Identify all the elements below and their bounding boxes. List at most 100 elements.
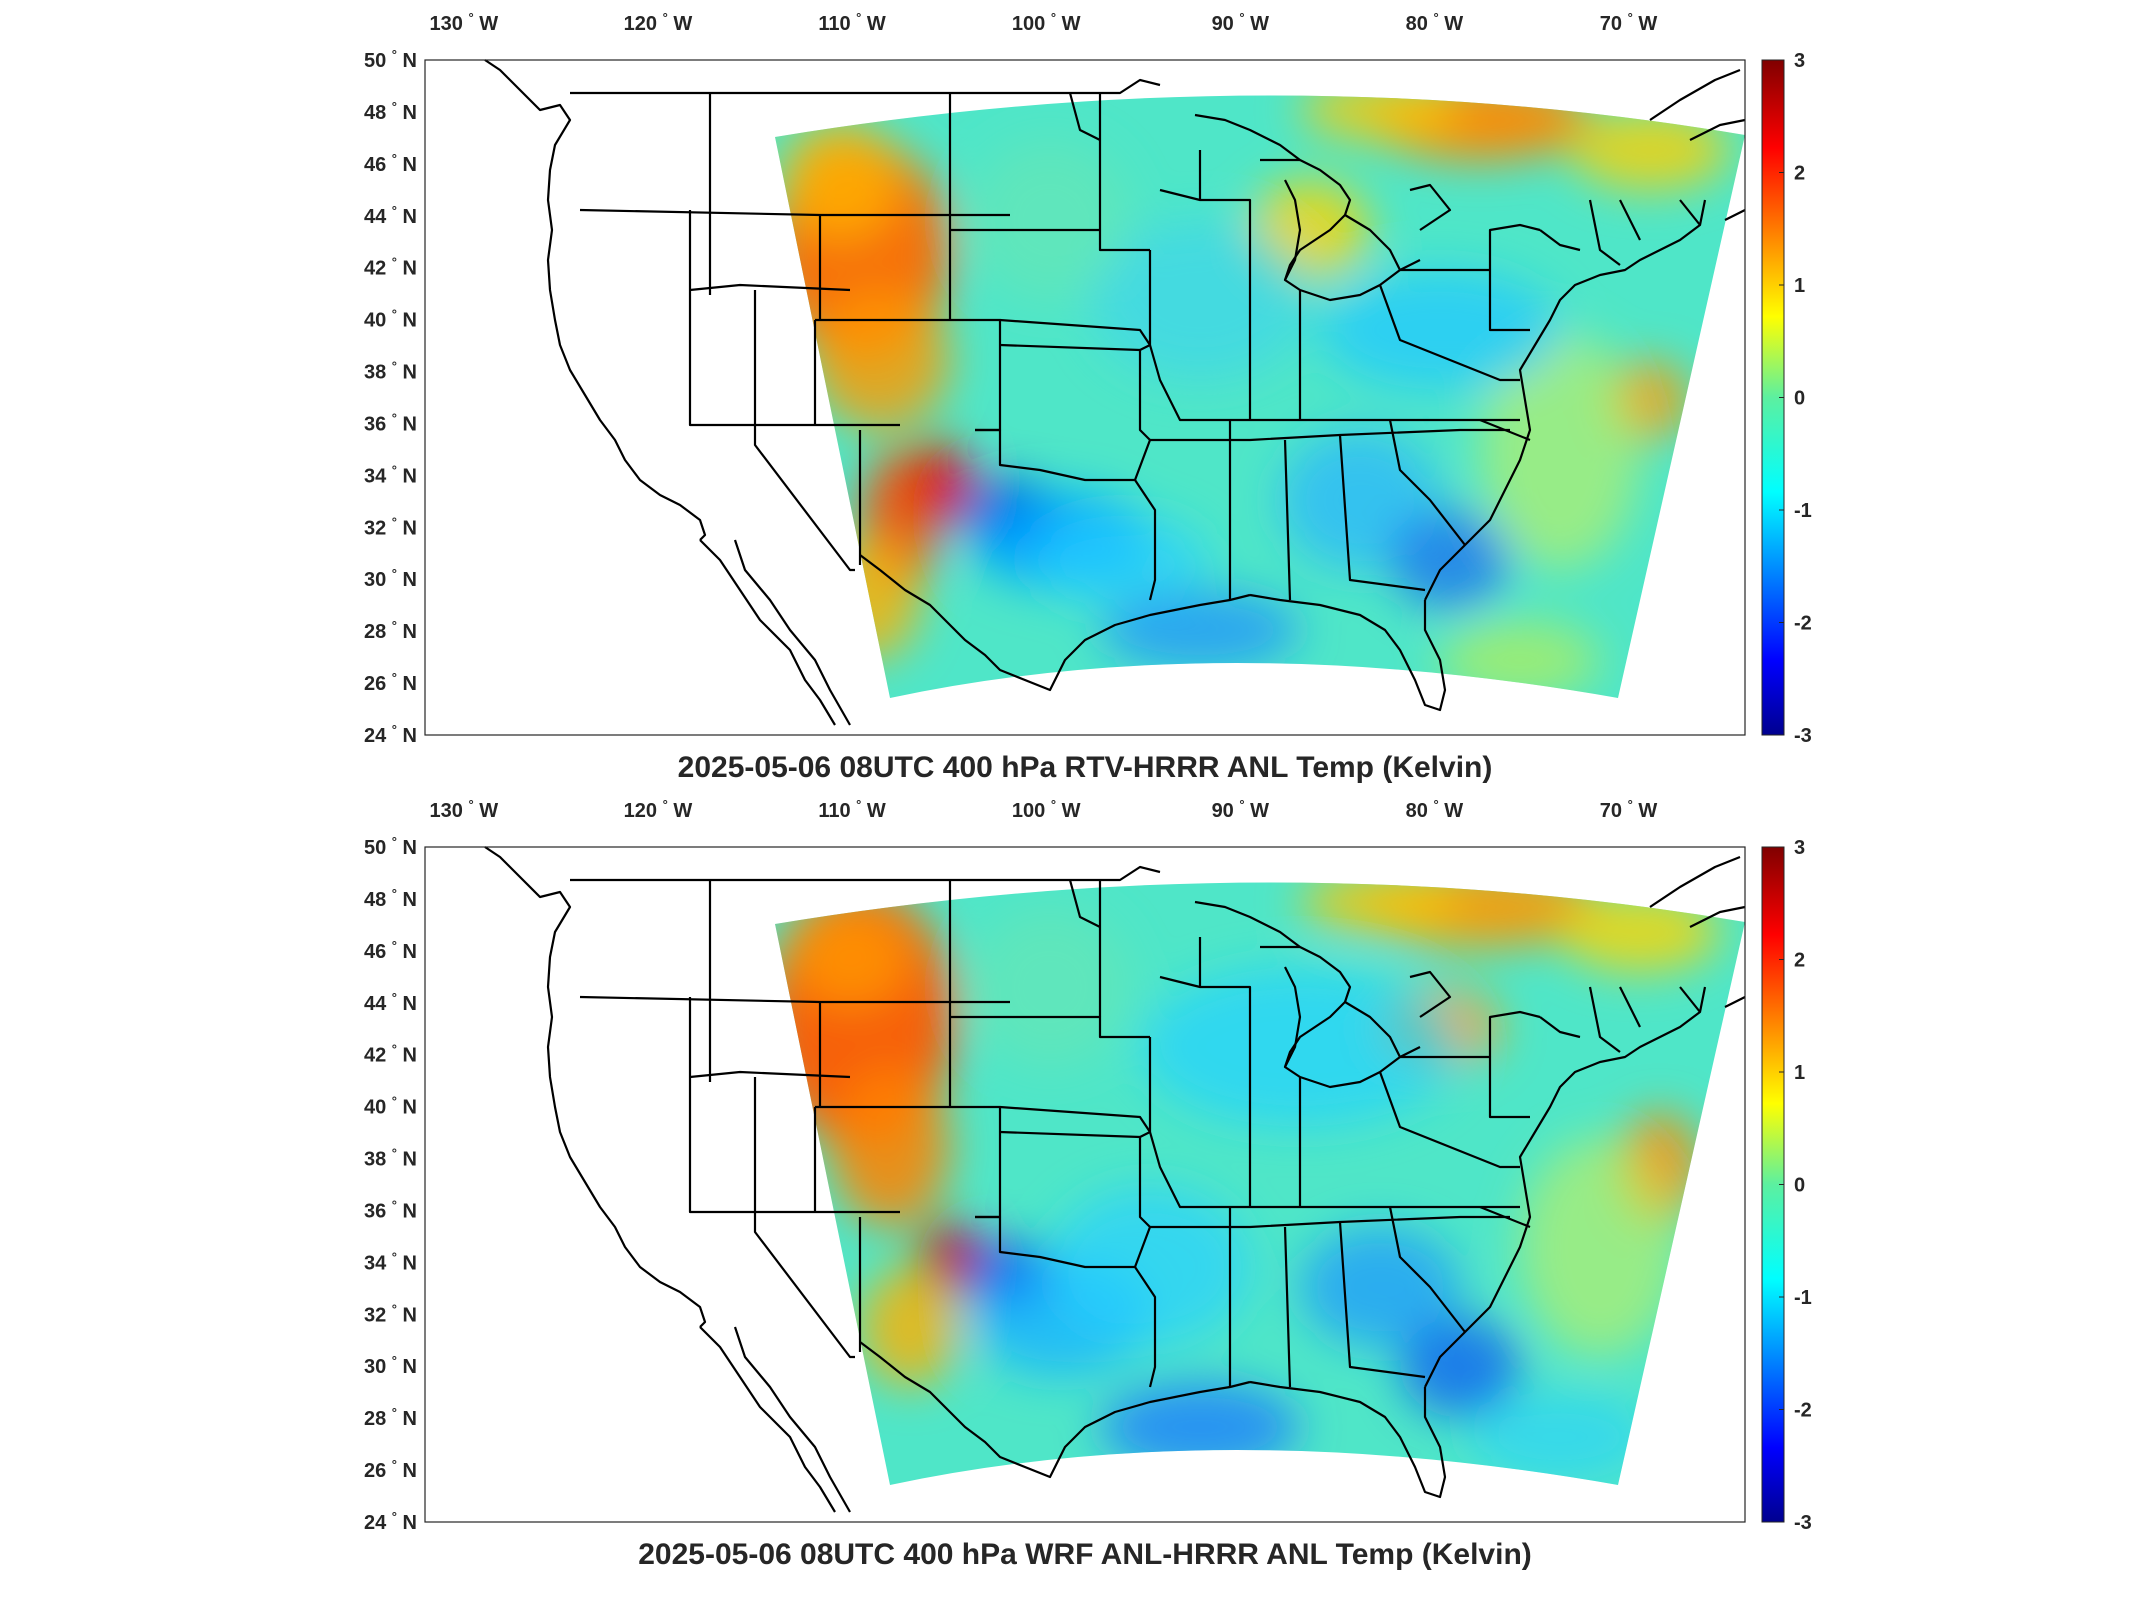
colorbar-tick-label: -1 [1794, 1287, 1812, 1309]
field-anomaly-2 [810, 290, 950, 430]
boundary-line-40 [1400, 268, 1530, 332]
boundary-line-27 [999, 1105, 1151, 1133]
field-anomaly-10 [1560, 892, 1720, 972]
boundary-line-3 [570, 865, 1161, 882]
boundary-line-36 [1159, 975, 1252, 1077]
boundary-line-39 [1378, 1071, 1520, 1169]
field-anomaly-13 [1520, 1137, 1680, 1357]
field-anomaly-18 [1470, 1392, 1650, 1482]
field-anomaly-19 [970, 907, 1130, 1067]
lon-tick-label: 130 ° W [430, 10, 499, 35]
boundary-line-48 [1388, 1206, 1466, 1333]
boundary-line-11 [1539, 1016, 1581, 1039]
lat-tick-label: 24 ° N [364, 1509, 417, 1534]
map-boundaries [484, 59, 1746, 726]
boundary-line-31 [1148, 1131, 1520, 1209]
panel-rtv: 130 ° W 120 ° W 110 ° W 100 ° W 90 ° W 80 ° W… [364, 10, 1812, 784]
lat-tick-label: 40 ° N [364, 307, 417, 332]
boundary-line-1 [699, 1326, 836, 1513]
field-anomaly-4 [910, 440, 970, 520]
field-anomaly-14 [1480, 330, 1640, 570]
lon-tick-label: 120 ° W [624, 797, 693, 822]
boundary-line-13 [1689, 118, 1746, 141]
boundary-line-1 [699, 539, 836, 726]
boundary-line-29 [975, 1215, 1157, 1388]
field-anomaly-3 [920, 1222, 980, 1292]
lat-tick-label: 42 ° N [364, 1042, 417, 1067]
boundary-line-6 [1424, 986, 1707, 1388]
boundary-line-47 [1068, 92, 1101, 141]
boundary-line-16 [688, 997, 900, 1214]
boundary-line-40 [1400, 1055, 1530, 1119]
boundary-line-28 [999, 343, 1152, 481]
field-anomaly-18 [1100, 590, 1300, 670]
boundary-line-5 [1249, 593, 1447, 712]
boundary-line-0 [484, 846, 707, 1328]
colorbar-tick-label: -3 [1794, 725, 1812, 747]
boundary-line-9 [1344, 1001, 1401, 1058]
colorbar-tick-label: -2 [1794, 1400, 1812, 1422]
panel-title: 2025-05-06 08UTC 400 hPa WRF ANL-HRRR AN… [638, 1538, 1532, 1571]
boundary-line-34 [1283, 439, 1292, 601]
boundary-line-17 [689, 1070, 851, 1079]
boundary-line-12 [1649, 855, 1741, 908]
field-anomaly-16 [1400, 1317, 1520, 1417]
boundary-line-42 [1588, 986, 1621, 1053]
boundary-line-25 [950, 1015, 1150, 1039]
boundary-line-17 [689, 283, 851, 292]
boundary-line-13 [1689, 905, 1746, 928]
boundary-line-43 [1619, 986, 1641, 1028]
lat-tick-label: 46 ° N [364, 938, 417, 963]
lon-tick-label: 120 ° W [624, 10, 693, 35]
colorbar-tick-label: 3 [1794, 837, 1805, 859]
boundary-line-49 [1479, 1205, 1531, 1229]
lon-tick-label: 90 ° W [1212, 10, 1270, 35]
field-anomaly-9 [1300, 882, 1460, 932]
lat-tick-label: 44 ° N [364, 203, 417, 228]
panel-title: 2025-05-06 08UTC 400 hPa RTV-HRRR ANL Te… [678, 751, 1493, 784]
boundary-line-0 [484, 59, 707, 541]
boundary-line-31 [1148, 344, 1520, 422]
field-anomalies [775, 95, 1730, 698]
boundary-line-29 [975, 428, 1157, 601]
boundary-line-10 [1409, 183, 1452, 231]
boundary-line-2 [733, 1326, 851, 1513]
colorbar-tick-label: 3 [1794, 50, 1805, 72]
boundary-line-25 [950, 228, 1150, 252]
field-anomaly-8 [1030, 515, 1210, 605]
boundary-line-7 [1194, 113, 1421, 302]
boundary-line-8 [1284, 179, 1302, 281]
boundary-line-3 [570, 78, 1161, 95]
map-boundaries [484, 846, 1746, 1513]
field-anomaly-1 [780, 120, 900, 240]
lat-tick-label: 28 ° N [364, 1405, 417, 1430]
plot-frame [424, 846, 1746, 1523]
boundary-line-10 [1409, 970, 1452, 1018]
colorbar-tick-label: -2 [1794, 613, 1812, 635]
field-anomaly-2 [830, 1067, 950, 1227]
boundary-line-9 [1344, 214, 1401, 271]
lon-tick-label: 100 ° W [1012, 10, 1081, 35]
lon-tick-label: 110 ° W [818, 797, 886, 822]
lat-tick-label: 40 ° N [364, 1094, 417, 1119]
field-anomaly-15 [1320, 270, 1560, 390]
colorbar-tick-label: 0 [1794, 1175, 1805, 1197]
lat-tick-label: 34 ° N [364, 462, 417, 487]
lat-tick-label: 50 ° N [364, 47, 417, 72]
lat-tick-label: 42 ° N [364, 255, 417, 280]
boundary-line-41 [1488, 223, 1541, 270]
plot-frame [424, 59, 1746, 736]
boundary-line-18 [753, 1077, 855, 1359]
lon-tick-label: 80 ° W [1406, 10, 1464, 35]
boundary-line-14 [1724, 209, 1746, 221]
boundary-line-7 [1194, 900, 1421, 1089]
lat-tick-label: 26 ° N [364, 1457, 417, 1482]
colorbar-tick-label: -3 [1794, 1512, 1812, 1534]
field-anomaly-11 [1570, 110, 1730, 190]
colorbar-tick-label: 2 [1794, 950, 1805, 972]
colorbar-tick-label: -1 [1794, 500, 1812, 522]
lat-tick-label: 30 ° N [364, 566, 417, 591]
lat-tick-label: 30 ° N [364, 1353, 417, 1378]
